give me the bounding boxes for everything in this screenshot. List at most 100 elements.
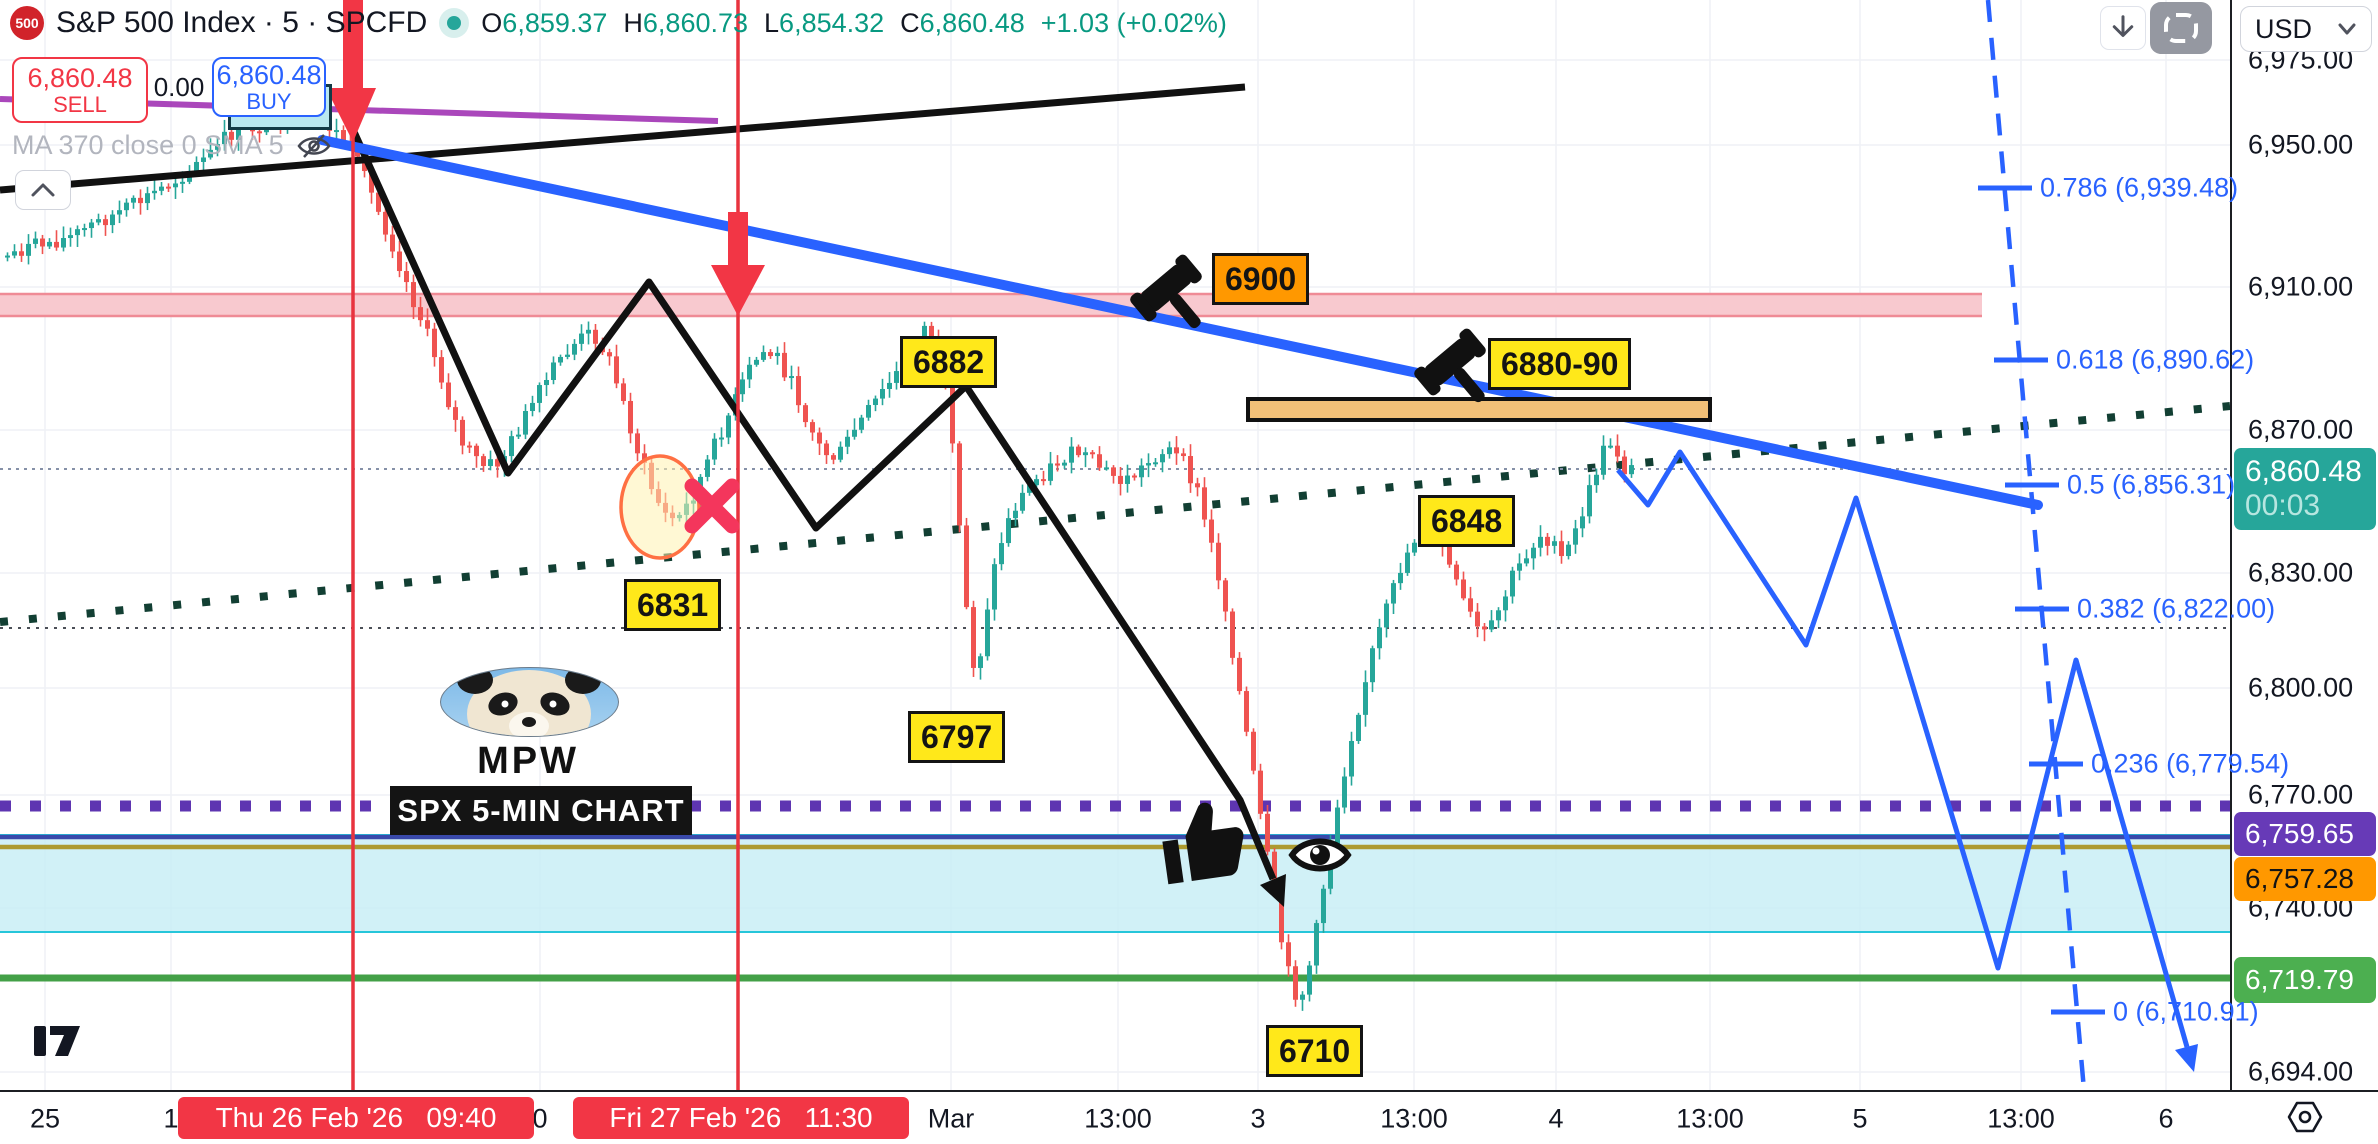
candle [565, 344, 570, 360]
price-axis[interactable]: 6,975.00 6,950.00 6,910.00 6,870.00 6,83… [2230, 0, 2378, 1090]
time-tick: 5 [1852, 1103, 1868, 1134]
candle [866, 399, 871, 421]
candle [789, 365, 794, 390]
candle [1076, 444, 1081, 458]
supply-box-6880-90[interactable] [1246, 397, 1712, 422]
candle [166, 183, 171, 192]
candle [19, 243, 24, 262]
blue-projection-zigzag[interactable] [1616, 449, 2190, 1048]
candle [964, 517, 969, 610]
candle [1083, 447, 1088, 468]
candle [1090, 450, 1095, 459]
red-down-arrow-1[interactable] [326, 0, 376, 142]
candle [810, 419, 815, 441]
candle [1475, 603, 1480, 638]
candle [740, 372, 745, 402]
red-down-arrow-2[interactable] [711, 212, 765, 316]
candle [992, 558, 997, 621]
candle [124, 198, 129, 217]
candle [54, 230, 59, 251]
candle [89, 218, 94, 238]
candle [1503, 590, 1508, 622]
candle [453, 400, 458, 432]
demand-zone-cyan[interactable] [0, 834, 2230, 933]
candle [1223, 577, 1228, 622]
price-tick: 6,950.00 [2248, 129, 2354, 160]
candle [1615, 434, 1620, 463]
candle [1629, 458, 1634, 478]
price-label-6831[interactable]: 6831 [624, 579, 722, 631]
candle [460, 416, 465, 455]
candle [404, 261, 409, 292]
ma-dotted-line[interactable] [0, 402, 2231, 626]
candle [1307, 961, 1312, 1002]
candle [544, 372, 549, 397]
market-status-icon [447, 16, 462, 30]
candle [47, 238, 52, 249]
candle [1489, 610, 1494, 633]
resistance-zone-6900[interactable] [0, 292, 1982, 318]
candle [530, 395, 535, 417]
candle [397, 240, 402, 278]
candle [1055, 455, 1060, 472]
price-label-6797[interactable]: 6797 [908, 711, 1006, 763]
panda-avatar [440, 667, 619, 737]
axis-settings-gear-icon[interactable] [2286, 1100, 2324, 1134]
candle [1146, 453, 1151, 478]
candle [1216, 533, 1221, 590]
tradingview-logo-icon[interactable] [34, 1024, 82, 1058]
candle [1181, 448, 1186, 462]
price-label-6880-90[interactable]: 6880-90 [1488, 338, 1632, 390]
black-ascending-trendline[interactable] [0, 83, 1246, 194]
candle [1321, 884, 1326, 933]
price-label-6848[interactable]: 6848 [1418, 495, 1516, 547]
candle [1251, 728, 1256, 775]
candle [1468, 586, 1473, 618]
download-button[interactable] [2100, 6, 2146, 50]
buy-button[interactable]: 6,860.48 BUY [212, 57, 326, 117]
candle [1244, 686, 1249, 737]
time-tick: 13:00 [1084, 1103, 1152, 1134]
candle [635, 428, 640, 462]
highlight-ellipse[interactable] [619, 454, 701, 560]
candle [152, 180, 157, 200]
price-tick: 6,830.00 [2248, 557, 2354, 588]
candle [824, 440, 829, 464]
price-label-6882[interactable]: 6882 [900, 336, 998, 388]
currency-select[interactable]: USD [2240, 6, 2372, 52]
symbol-row[interactable]: 500 S&P 500 Index · 5 · SPCFD O6,859.37 … [10, 6, 1227, 40]
candle [1538, 525, 1543, 557]
candle [1104, 460, 1109, 471]
black-arrowhead [1260, 874, 1286, 907]
candle [1461, 571, 1466, 601]
candle [117, 200, 122, 224]
red-x-mark[interactable] [684, 478, 740, 534]
candle [159, 181, 164, 196]
eye-off-icon[interactable] [296, 131, 332, 161]
candle [145, 186, 150, 211]
price-label-6900[interactable]: 6900 [1212, 253, 1310, 305]
indicator-row[interactable]: MA 370 close 0 SMA 5 [12, 130, 332, 161]
candle [1377, 618, 1382, 660]
bar-countdown: 00:03 [2245, 489, 2321, 522]
price-label-6710[interactable]: 6710 [1266, 1025, 1364, 1077]
mpw-brand-text: MPW [477, 740, 579, 782]
snapshot-button[interactable] [2150, 2, 2212, 54]
sell-button[interactable]: 6,860.48 SELL [12, 57, 148, 123]
candle [82, 223, 87, 237]
collapse-legend-button[interactable] [15, 170, 71, 210]
candle [782, 342, 787, 382]
fib-retracement-tool[interactable] [1978, 0, 2105, 1091]
candle [726, 412, 731, 445]
price-tick: 6,910.00 [2248, 271, 2354, 302]
black-zigzag-pattern[interactable] [342, 112, 1277, 881]
candle [68, 227, 73, 247]
blue-descending-trendline[interactable] [317, 135, 2043, 510]
symbol-title[interactable]: S&P 500 Index · 5 · SPCFD [56, 6, 428, 39]
time-axis[interactable]: 25 1 0 Mar 13:00 3 13:00 4 13:00 5 13:00… [0, 1090, 2378, 1144]
sp500-logo-icon: 500 [10, 6, 44, 40]
candle [1524, 549, 1529, 567]
candle [719, 427, 724, 447]
chevron-down-icon [2338, 23, 2356, 35]
